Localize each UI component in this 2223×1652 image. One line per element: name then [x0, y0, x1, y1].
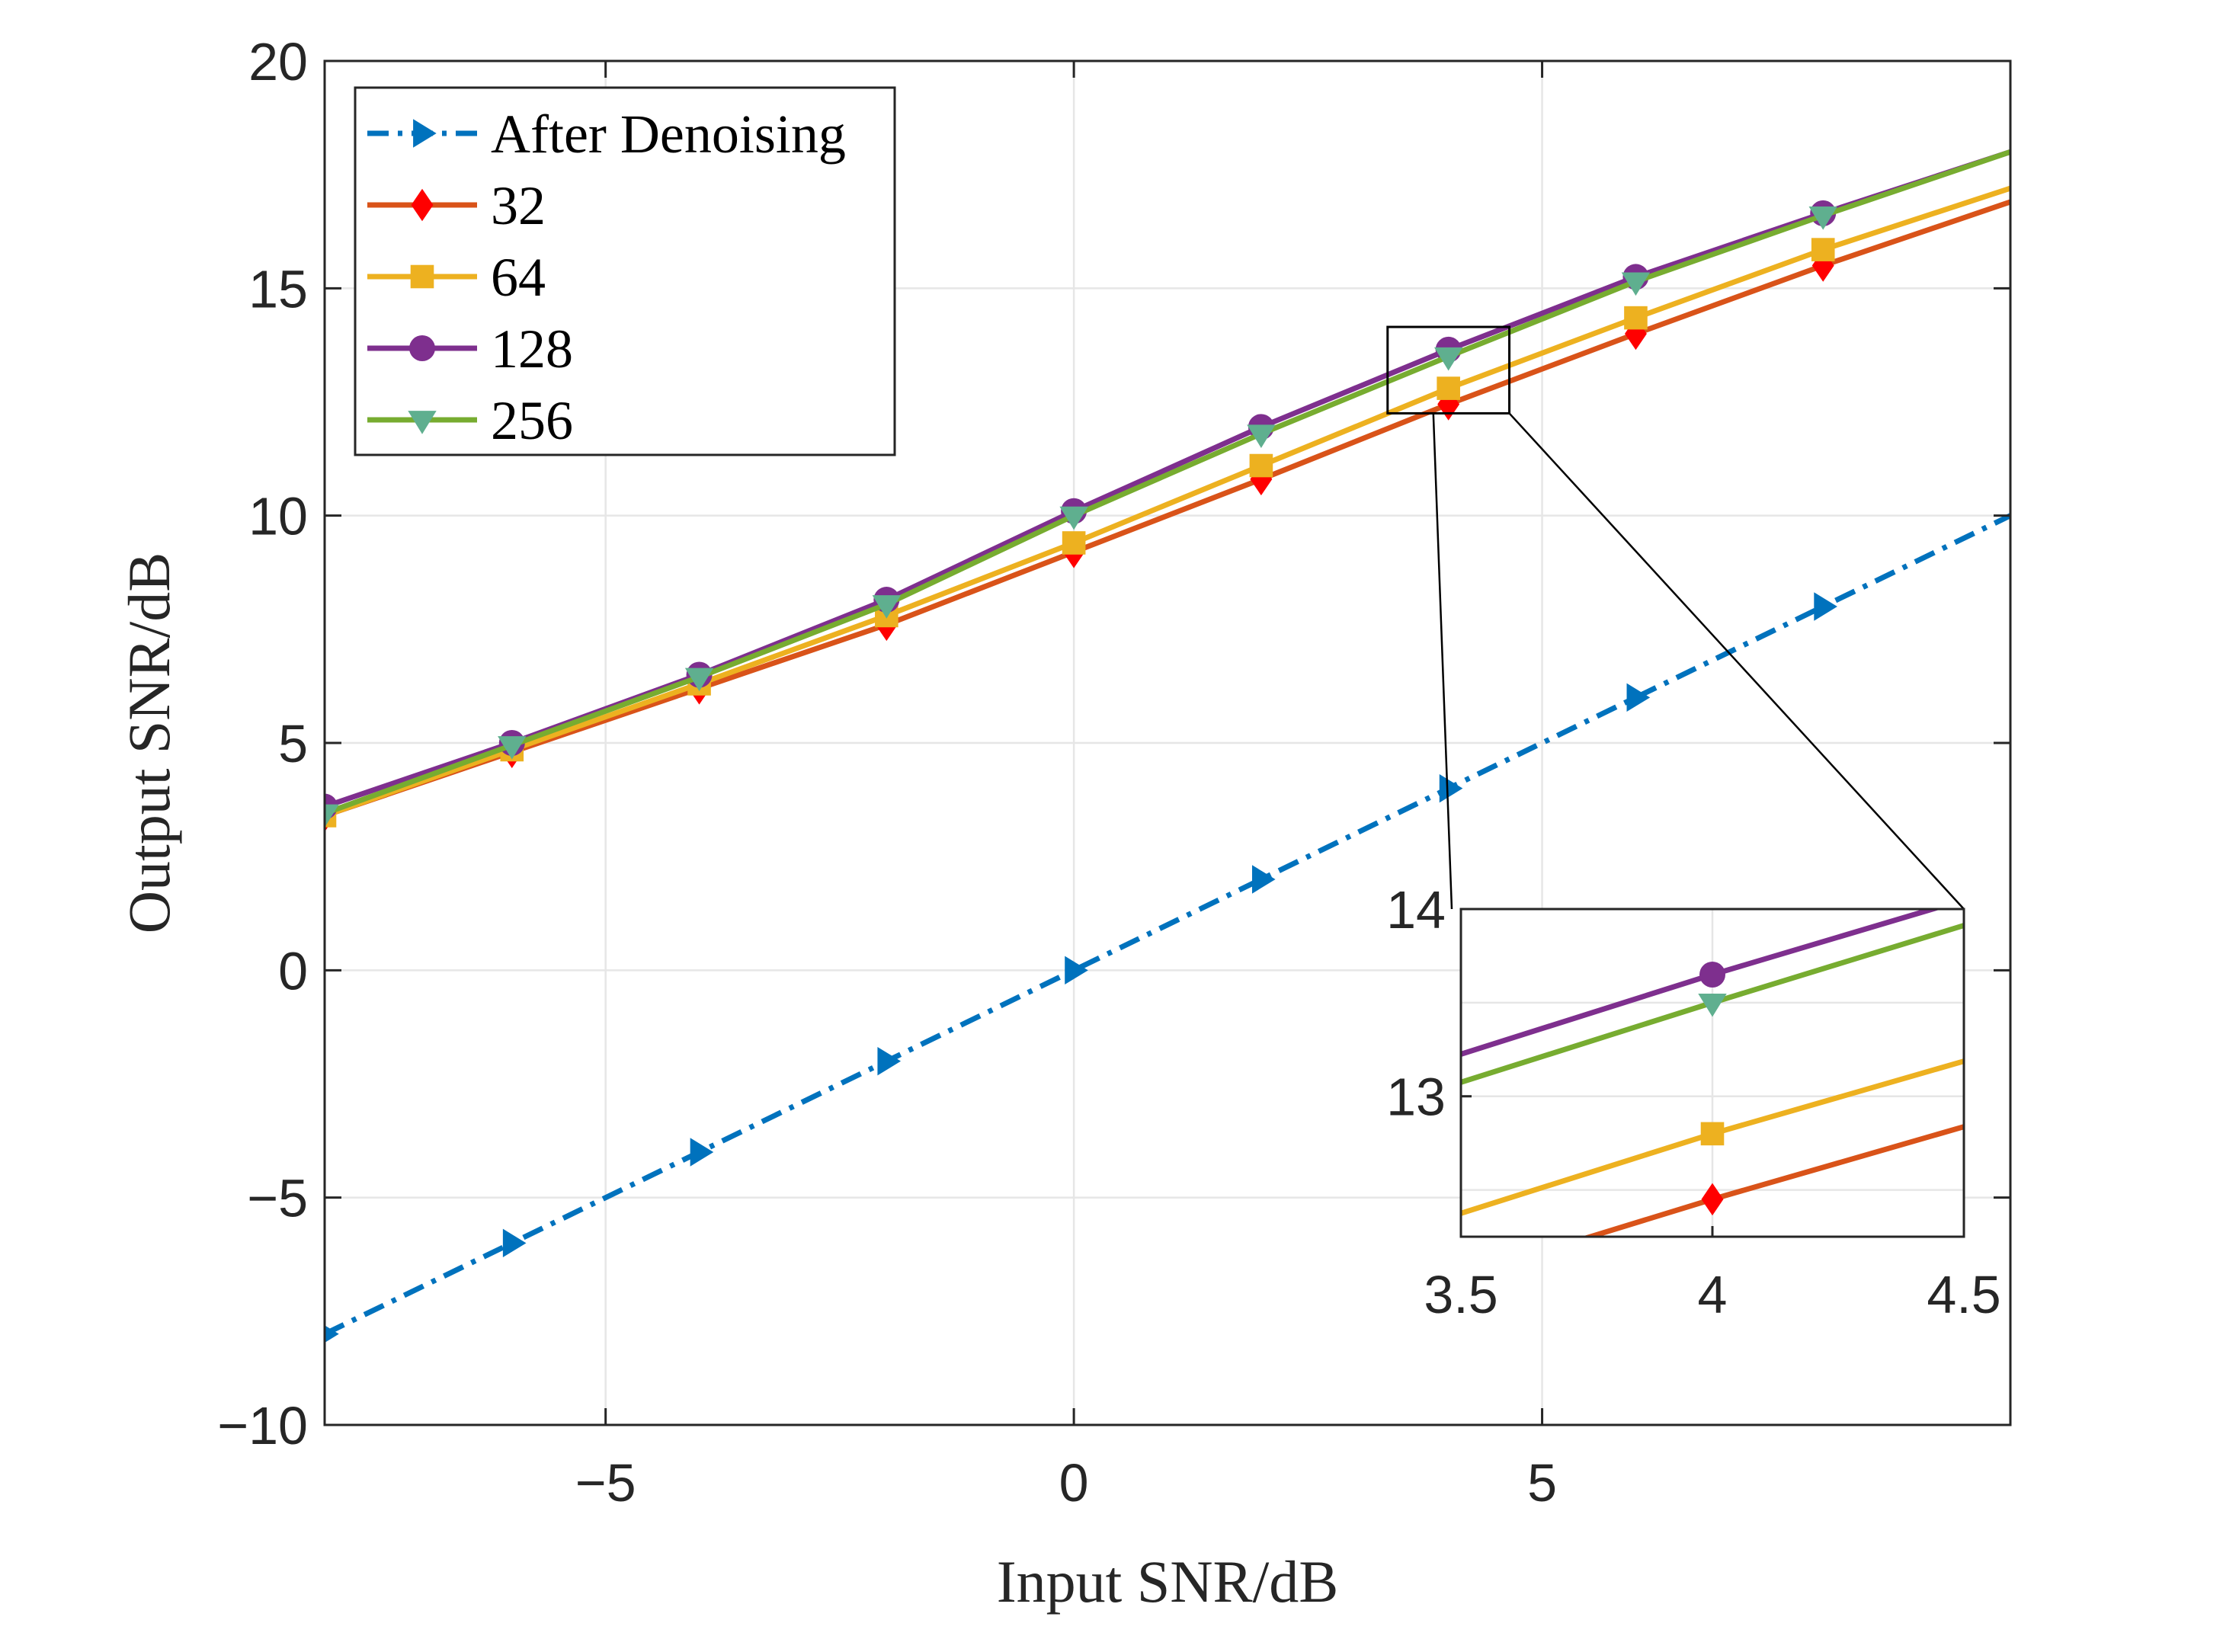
legend-label: 128 [491, 319, 573, 379]
inset-y-tick-label: 13 [1386, 1068, 1446, 1127]
x-tick-label: −5 [575, 1453, 636, 1513]
zoom-callout [1386, 325, 1965, 910]
series-line [325, 149, 2010, 816]
inset-data-point [1700, 1122, 1725, 1146]
y-tick-label: −5 [247, 1169, 308, 1228]
y-tick-label: 10 [248, 487, 308, 546]
inset-series-64 [1461, 1058, 1964, 1216]
legend-label: 64 [491, 247, 546, 308]
inset-series-128 [1461, 909, 1943, 1058]
zoom-connector-line [1508, 412, 1965, 910]
data-point [1621, 272, 1651, 296]
y-tick-label: −10 [217, 1396, 308, 1455]
legend-item: After Denoising [367, 104, 846, 165]
legend-marker [411, 188, 434, 222]
inset-data-point [1698, 993, 1727, 1017]
legend-item: 256 [367, 390, 573, 451]
data-point [1433, 347, 1463, 371]
data-point [690, 1138, 714, 1167]
data-point [1059, 506, 1088, 530]
y-tick-label: 0 [278, 941, 308, 1000]
legend-marker [410, 264, 434, 289]
inset-data-point [1699, 962, 1725, 988]
data-point [877, 1046, 902, 1076]
inset-frame [1459, 908, 1965, 1238]
series-line [325, 185, 2010, 818]
main-axis-ticks: −5 0 5 −10 −5 0 5 10 15 20 [217, 32, 2010, 1513]
x-axis-label: Input SNR/dB [997, 1548, 1339, 1615]
inset-y-tick-label: 14 [1386, 880, 1446, 940]
legend-label: After Denoising [491, 104, 846, 165]
legend-item: 64 [367, 247, 546, 308]
data-point [1062, 531, 1086, 555]
inset-x-tick-label: 3.5 [1424, 1265, 1497, 1324]
inset-series-256 [1461, 922, 1964, 1085]
data-point [498, 736, 527, 760]
y-tick-label: 5 [278, 714, 308, 773]
data-point [1808, 206, 1837, 230]
x-tick-label: 0 [1059, 1453, 1089, 1513]
inset-series-32 [1581, 1124, 1964, 1237]
main-series-group [325, 149, 2010, 1343]
data-point [1439, 773, 1463, 803]
legend-label: 256 [491, 390, 573, 451]
legend: After Denoising 32 64 128 256 [354, 86, 896, 456]
data-point [1626, 683, 1651, 712]
legend-item: 128 [367, 319, 573, 379]
legend-marker [409, 335, 435, 361]
legend-item: 32 [367, 175, 546, 236]
data-point [502, 1228, 527, 1258]
zoom-box [1386, 325, 1511, 415]
data-point [684, 668, 714, 692]
inset-data-point [1701, 1183, 1724, 1216]
inset-x-tick-label: 4 [1698, 1265, 1728, 1324]
zoom-connector-line [1432, 413, 1453, 910]
data-point [1249, 453, 1273, 478]
data-point [1811, 249, 1834, 282]
legend-marker [413, 119, 437, 148]
data-point [1251, 865, 1276, 894]
x-tick-label: 5 [1527, 1453, 1557, 1513]
data-point [872, 595, 902, 619]
data-point [325, 1325, 339, 1343]
data-point [1814, 592, 1837, 621]
inset-plot: 3.5 4 4.5 13 14 [1386, 880, 2001, 1324]
legend-marker [408, 411, 437, 434]
data-point [1811, 238, 1835, 261]
y-tick-label: 15 [248, 259, 308, 319]
data-point [1065, 956, 1088, 985]
data-point [1247, 424, 1276, 448]
data-point [1624, 306, 1648, 330]
data-point [325, 804, 339, 828]
data-point [1437, 376, 1460, 400]
y-axis-label: Output SNR/dB [116, 552, 182, 934]
series-256 [325, 149, 2010, 828]
inset-x-tick-label: 4.5 [1927, 1265, 2000, 1324]
legend-label: 32 [491, 175, 546, 236]
legend-box [354, 86, 896, 456]
series-line [325, 199, 2010, 818]
y-tick-label: 20 [248, 32, 308, 91]
